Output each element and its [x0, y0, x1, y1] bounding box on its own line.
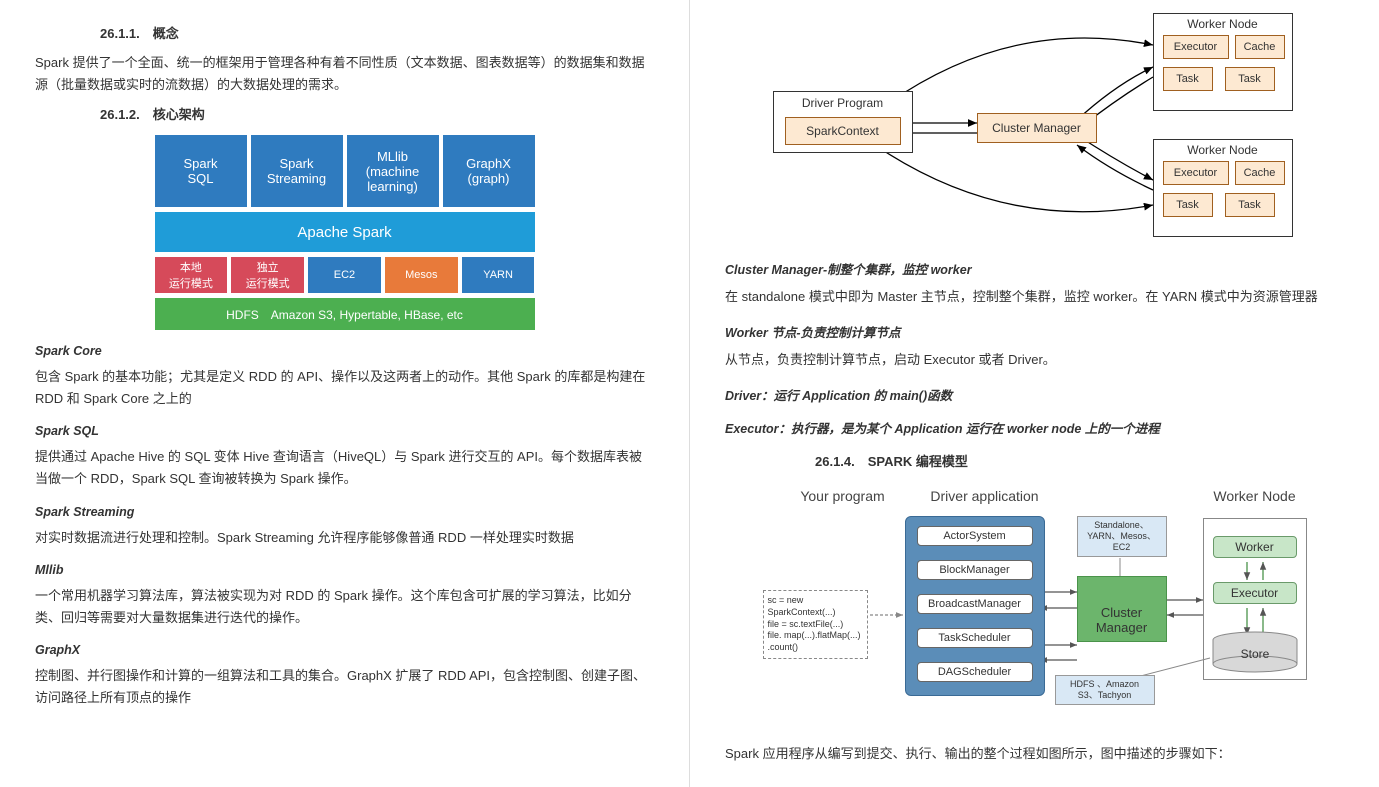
store-cylinder: Store: [1210, 630, 1300, 670]
executor-heading: Executor：执行器，是为某个 Application 运行在 worker…: [725, 418, 1344, 437]
driver-app-title: Driver application: [915, 488, 1055, 504]
driver-item: TaskScheduler: [917, 628, 1033, 648]
end-paragraph: Spark 应用程序从编写到提交、执行、输出的整个过程如图所示，图中描述的步骤如…: [725, 743, 1344, 765]
apache-spark-bar: Apache Spark: [155, 212, 535, 252]
stack-top-box: SparkStreaming: [251, 135, 343, 207]
stack-top-box: GraphX(graph): [443, 135, 535, 207]
hdfs-note: HDFS 、AmazonS3、Tachyon: [1055, 675, 1155, 705]
concept-paragraph: Spark 提供了一个全面、统一的框架用于管理各种有着不同性质（文本数据、图表数…: [35, 52, 654, 96]
worker-node-title: Worker Node: [1195, 488, 1315, 504]
cluster-manager-text: 在 standalone 模式中即为 Master 主节点，控制整个集群，监控 …: [725, 286, 1344, 308]
section-title: Spark Streaming: [35, 505, 654, 519]
task-box-2a: Task: [1163, 193, 1213, 217]
stack-top-box: MLlib(machinelearning): [347, 135, 439, 207]
driver-item: BroadcastManager: [917, 594, 1033, 614]
your-program-title: Your program: [783, 488, 903, 504]
svg-text:Store: Store: [1240, 647, 1269, 661]
driver-item: DAGScheduler: [917, 662, 1033, 682]
section-title: Spark SQL: [35, 424, 654, 438]
driver-heading: Driver：运行 Application 的 main()函数: [725, 385, 1344, 404]
hdfs-bar: HDFS Amazon S3, Hypertable, HBase, etc: [155, 298, 535, 330]
mode-box: 独立运行模式: [231, 257, 304, 293]
executor-box-d3: Executor: [1213, 582, 1297, 604]
cache-box-2: Cache: [1235, 161, 1285, 185]
cluster-diagram: Driver Program SparkContext Cluster Mana…: [755, 5, 1315, 245]
task-box-1b: Task: [1225, 67, 1275, 91]
cluster-manager-d3: ClusterManager: [1077, 576, 1167, 642]
stack-top-box: SparkSQL: [155, 135, 247, 207]
worker-box: Worker: [1213, 536, 1297, 558]
task-box-2b: Task: [1225, 193, 1275, 217]
mode-box: Mesos: [385, 257, 458, 293]
executor-box-1: Executor: [1163, 35, 1229, 59]
heading-26-1-2: 26.1.2. 核心架构: [100, 104, 654, 123]
cache-box-1: Cache: [1235, 35, 1285, 59]
section-body: 控制图、并行图操作和计算的一组算法和工具的集合。GraphX 扩展了 RDD A…: [35, 665, 654, 709]
cluster-manager-heading: Cluster Manager-制整个集群，监控 worker: [725, 259, 1344, 278]
worker-node-1: Worker Node: [1153, 13, 1293, 111]
spark-stack-diagram: SparkSQLSparkStreamingMLlib(machinelearn…: [155, 135, 535, 330]
spark-context-box: SparkContext: [785, 117, 901, 145]
heading-26-1-4: 26.1.4. SPARK 编程模型: [815, 451, 1344, 470]
mode-box: YARN: [462, 257, 535, 293]
mode-box: EC2: [308, 257, 381, 293]
driver-program-label: Driver Program: [802, 96, 883, 110]
heading-26-1-1: 26.1.1. 概念: [100, 23, 654, 42]
section-title: GraphX: [35, 643, 654, 657]
section-body: 一个常用机器学习算法库，算法被实现为对 RDD 的 Spark 操作。这个库包含…: [35, 585, 654, 629]
driver-item: ActorSystem: [917, 526, 1033, 546]
section-title: Mllib: [35, 563, 654, 577]
section-body: 对实时数据流进行处理和控制。Spark Streaming 允许程序能够像普通 …: [35, 527, 654, 549]
worker-text: 从节点，负责控制计算节点，启动 Executor 或者 Driver。: [725, 349, 1344, 371]
section-body: 提供通过 Apache Hive 的 SQL 变体 Hive 查询语言（Hive…: [35, 446, 654, 490]
worker-node-2: Worker Node: [1153, 139, 1293, 237]
executor-box-2: Executor: [1163, 161, 1229, 185]
driver-item: BlockManager: [917, 560, 1033, 580]
section-title: Spark Core: [35, 344, 654, 358]
programming-model-diagram: Your program Driver application Worker N…: [755, 480, 1315, 735]
code-snippet: sc = new SparkContext(...)file = sc.text…: [763, 590, 868, 658]
task-box-1a: Task: [1163, 67, 1213, 91]
cluster-manager-box: Cluster Manager: [977, 113, 1097, 143]
right-column: Driver Program SparkContext Cluster Mana…: [690, 0, 1379, 787]
mode-box: 本地运行模式: [155, 257, 228, 293]
standalone-note: Standalone、YARN、Mesos、EC2: [1077, 516, 1167, 556]
section-body: 包含 Spark 的基本功能；尤其是定义 RDD 的 API、操作以及这两者上的…: [35, 366, 654, 410]
left-column: 26.1.1. 概念 Spark 提供了一个全面、统一的框架用于管理各种有着不同…: [0, 0, 690, 787]
worker-heading: Worker 节点-负责控制计算节点: [725, 322, 1344, 341]
